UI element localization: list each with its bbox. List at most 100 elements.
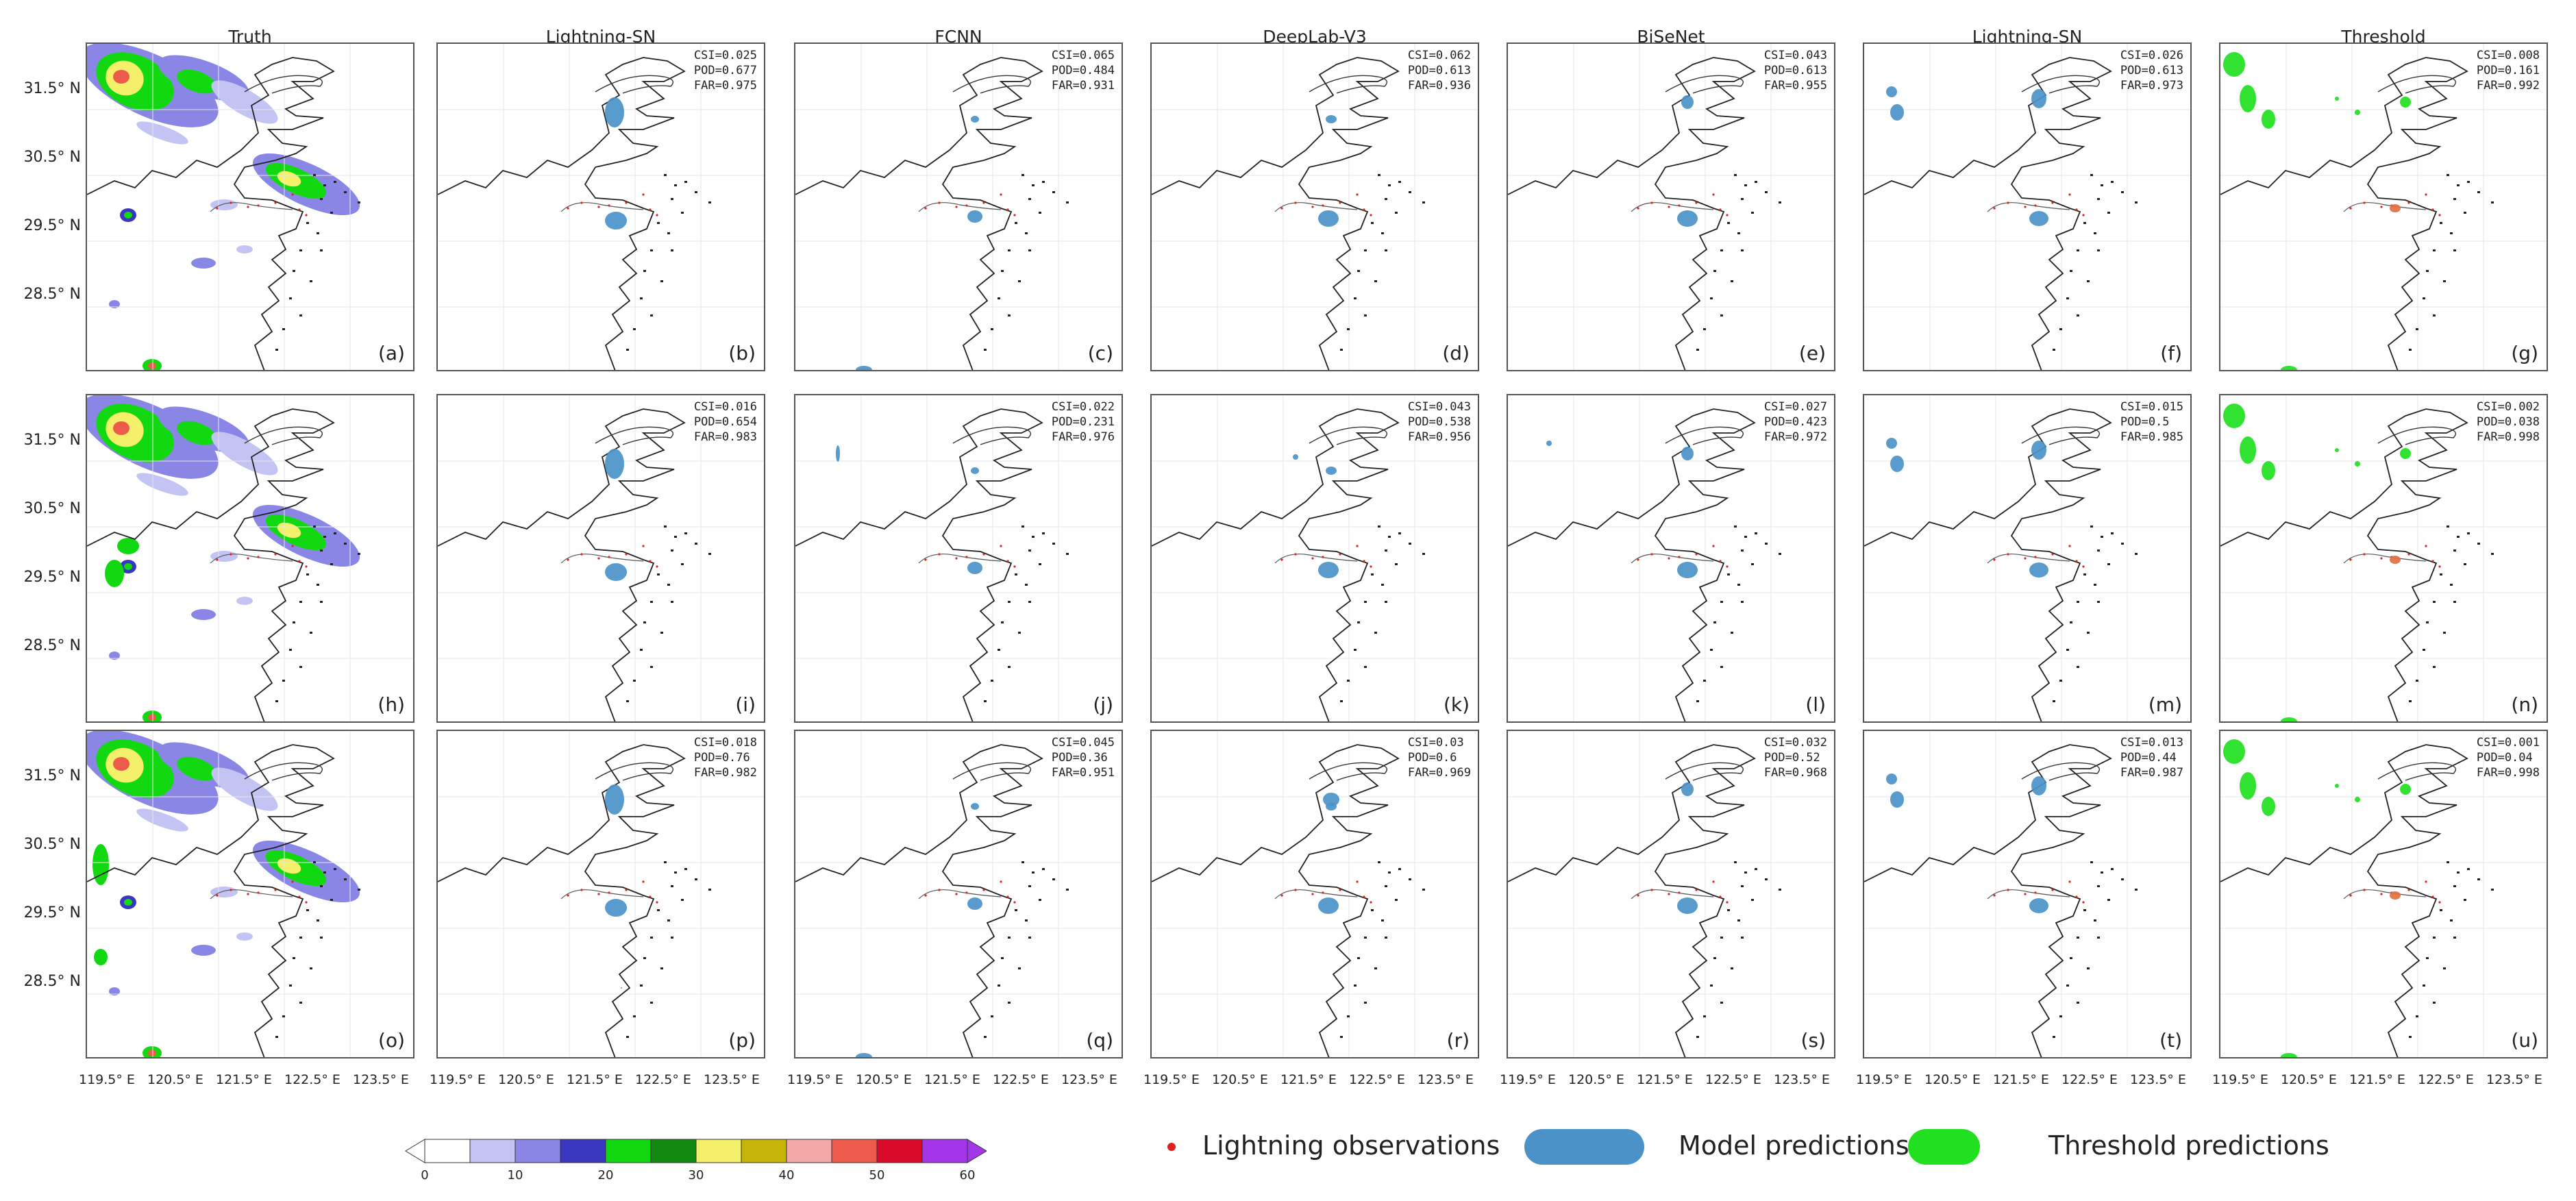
island [2083, 573, 2086, 575]
island [1364, 937, 1367, 939]
skill-metrics: CSI=0.065 POD=0.484 FAR=0.931 [1052, 48, 1115, 93]
island [1751, 563, 1754, 565]
island [1015, 909, 1017, 911]
island [2121, 878, 2124, 880]
island [2443, 632, 2446, 634]
longitude-tick-label: 122.5° E [2418, 1072, 2474, 1087]
island [984, 700, 987, 702]
longitude-tick-label: 120.5° E [147, 1072, 203, 1087]
island [1422, 553, 1425, 555]
island [998, 985, 1000, 987]
island [2450, 232, 2453, 234]
island [2087, 280, 2090, 282]
panel-label: (c) [1087, 342, 1113, 364]
prediction-blob [856, 366, 872, 370]
island [643, 957, 646, 959]
island [2426, 621, 2429, 623]
lightning-observation [2431, 560, 2434, 562]
island [2450, 919, 2453, 921]
island [2409, 1036, 2412, 1038]
longitude-tick-label: 121.5° E [216, 1072, 272, 1087]
latitude-tick-label: 31.5° N [23, 767, 81, 784]
island [708, 201, 711, 203]
prediction-blob [2390, 891, 2401, 900]
island [1357, 957, 1360, 959]
island [2083, 909, 2086, 911]
far-value: FAR=0.973 [2120, 79, 2183, 92]
csi-value: CSI=0.001 [2476, 736, 2540, 750]
island [310, 280, 312, 282]
island [2097, 937, 2100, 939]
lightning-observation [1678, 204, 1681, 207]
lightning-observation [1322, 204, 1324, 207]
lightning-observation [656, 214, 658, 216]
island [306, 222, 309, 224]
island [998, 297, 1000, 299]
lightning-observation [291, 193, 294, 196]
reflectivity-echo [109, 652, 120, 660]
far-value: FAR=0.951 [1051, 766, 1115, 780]
island [293, 270, 295, 272]
pod-value: POD=0.484 [1051, 64, 1115, 77]
prediction-blob [1546, 441, 1552, 446]
prediction-blob [2029, 562, 2048, 578]
river-outline [595, 426, 673, 445]
lightning-observation [1322, 891, 1324, 894]
longitude-tick-label: 121.5° E [924, 1072, 980, 1087]
island [1727, 909, 1730, 911]
prediction-map-panel: CSI=0.018 POD=0.76 FAR=0.982 (p) [436, 730, 765, 1058]
map-plot [1152, 395, 1478, 721]
lightning-observation [625, 889, 628, 891]
lightning-observation [965, 891, 968, 894]
island [1779, 553, 1781, 555]
lightning-observation [2051, 201, 2054, 204]
lightning-observation [2034, 556, 2037, 558]
prediction-map-panel: CSI=0.008 POD=0.161 FAR=0.992 (g) [2219, 42, 2548, 371]
island [684, 868, 687, 870]
island [1347, 680, 1350, 682]
longitude-tick-label: 123.5° E [1774, 1072, 1830, 1087]
skill-metrics: CSI=0.032 POD=0.52 FAR=0.968 [1764, 735, 1827, 780]
prediction-map-panel: CSI=0.043 POD=0.613 FAR=0.955 (e) [1507, 42, 1835, 371]
lightning-observation [608, 556, 610, 558]
csi-value: CSI=0.018 [693, 736, 757, 750]
lightning-observation [230, 889, 232, 891]
island [1741, 937, 1744, 939]
prediction-blob [2240, 436, 2256, 464]
lightning-observation [1650, 201, 1653, 204]
lightning-observation [1339, 553, 1341, 556]
lightning-observation [1726, 214, 1729, 216]
lightning-observation [567, 558, 569, 561]
island [330, 212, 333, 214]
lightning-observation [2051, 553, 2054, 556]
prediction-blob [1886, 773, 1897, 784]
island [320, 601, 323, 603]
lightning-observation [1356, 880, 1359, 883]
far-value: FAR=0.972 [1763, 430, 1827, 444]
island [1025, 232, 1028, 234]
far-value: FAR=0.982 [693, 766, 757, 780]
island [1371, 573, 1374, 575]
longitude-tick-label: 121.5° E [1993, 1072, 2049, 1087]
csi-value: CSI=0.032 [1763, 736, 1827, 750]
reflectivity-echo [113, 70, 129, 84]
island [1422, 889, 1425, 891]
lightning-observation [2024, 893, 2027, 895]
lightning-observation [982, 201, 985, 204]
island [306, 909, 309, 911]
island [660, 967, 663, 969]
csi-value: CSI=0.016 [693, 400, 757, 414]
prediction-blob [1681, 447, 1694, 460]
island [2453, 885, 2456, 887]
island [2491, 201, 2494, 203]
skill-metrics: CSI=0.008 POD=0.161 FAR=0.992 [2477, 48, 2540, 93]
island [1001, 621, 1004, 623]
island [289, 649, 292, 651]
island [2097, 249, 2100, 251]
panel-label: (d) [1442, 342, 1470, 364]
lightning-observation [305, 565, 308, 568]
coastline [2220, 408, 2468, 721]
island [2059, 328, 2062, 330]
lightning-observation [2363, 553, 2366, 556]
island [1378, 525, 1380, 528]
